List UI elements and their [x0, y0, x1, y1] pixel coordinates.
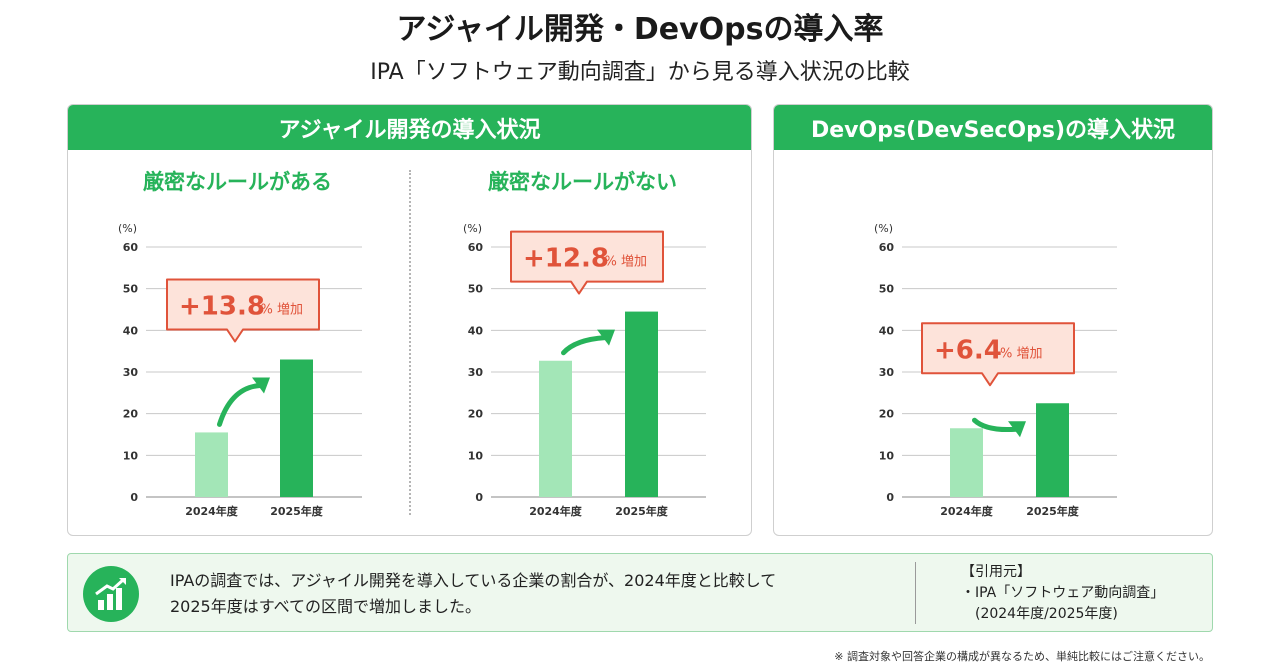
chart-1-y-unit-label: (%): [463, 222, 482, 235]
chart-1-callout-box: [510, 230, 664, 295]
chart-0-y-tick-label: 50: [123, 283, 139, 296]
chart-1-x-tick-label: 2024年度: [529, 504, 583, 518]
chart-2-y-tick-label: 40: [879, 324, 895, 337]
bar-chart-growth-icon: [83, 566, 139, 622]
chart-2-bar-1: [1036, 403, 1069, 497]
chart-2-x-tick-label: 2025年度: [1026, 504, 1080, 518]
chart-2-y-tick-label: 0: [886, 491, 894, 504]
chart-0-growth-arrow: [217, 383, 263, 427]
chart-1-callout-value: +12.8: [523, 244, 609, 274]
chart-2-growth-arrow-head: [1008, 421, 1026, 438]
chart-1-y-tick-label: 50: [468, 283, 484, 296]
chart-1-y-tick-label: 60: [468, 241, 484, 254]
chart-1-x-tick-label: 2025年度: [615, 504, 669, 518]
chart-1-bar-1: [625, 311, 658, 497]
chart-1-y-tick-label: 0: [475, 491, 483, 504]
chart-1-growth-arrow: [561, 335, 608, 356]
chart-2-y-tick-label: 20: [879, 408, 895, 421]
chart-2-growth-arrow: [972, 417, 1019, 433]
chart-2-y-unit-label: (%): [874, 222, 893, 235]
chart-1-y-tick-label: 10: [468, 449, 484, 462]
chart-2-callout-box: [921, 322, 1075, 387]
chart-2-y-tick-label: 60: [879, 241, 895, 254]
footer-separator: [915, 562, 916, 624]
chart-0-y-tick-label: 20: [123, 408, 139, 421]
chart-1-growth-arrow-head: [597, 329, 615, 346]
source-citation: 【引用元】 ・IPA「ソフトウェア動向調査」 (2024年度/2025年度): [961, 562, 1211, 625]
page-subtitle: IPA「ソフトウェア動向調査」から見る導入状況の比較: [370, 60, 910, 85]
chart-2-callout-value: +6.4: [934, 335, 1002, 365]
chart-0-y-tick-label: 0: [130, 491, 138, 504]
chart-0-y-tick-label: 30: [123, 366, 139, 379]
chart-0-y-tick-label: 60: [123, 241, 139, 254]
chart-1-callout-unit: % 増加: [605, 255, 648, 270]
chart-0-callout-box: [166, 278, 320, 343]
summary-line-1: IPAの調査では、アジャイル開発を導入している企業の割合が、2024年度と比較し…: [170, 571, 777, 590]
panel-divider: [409, 170, 411, 515]
chart-2-y-tick-label: 30: [879, 366, 895, 379]
chart-0-callout-value: +13.8: [179, 292, 265, 322]
source-line-2: (2024年度/2025年度): [975, 606, 1118, 622]
agile-panel-title: アジャイル開発の導入状況: [68, 105, 751, 150]
page-title: アジャイル開発・DevOpsの導入率: [396, 12, 884, 47]
chart-0-y-unit-label: (%): [118, 222, 137, 235]
chart-title-strict-rules: 厳密なルールがある: [143, 170, 332, 194]
chart-1-y-tick-label: 30: [468, 366, 484, 379]
chart-0-bar-1: [280, 359, 313, 497]
source-title: 【引用元】: [961, 564, 1031, 580]
summary-text: IPAの調査では、アジャイル開発を導入している企業の割合が、2024年度と比較し…: [170, 568, 890, 620]
chart-0-y-tick-label: 10: [123, 449, 139, 462]
chart-2-callout-unit: % 増加: [1000, 346, 1043, 361]
chart-2-y-tick-label: 10: [879, 449, 895, 462]
chart-2-x-tick-label: 2024年度: [940, 504, 994, 518]
chart-1-y-tick-label: 40: [468, 324, 484, 337]
devops-panel-title: DevOps(DevSecOps)の導入状況: [774, 105, 1212, 150]
disclaimer-note: ※ 調査対象や回答企業の構成が異なるため、単純比較にはご注意ください。: [834, 650, 1210, 663]
chart-1-y-tick-label: 20: [468, 408, 484, 421]
chart-0-bar-0: [195, 432, 228, 497]
chart-0-x-tick-label: 2024年度: [185, 504, 239, 518]
summary-line-2: 2025年度はすべての区間で増加しました。: [170, 597, 481, 616]
chart-0-x-tick-label: 2025年度: [270, 504, 324, 518]
chart-2-bar-0: [950, 428, 983, 497]
chart-0-callout-unit: % 増加: [261, 303, 304, 318]
source-line-1: ・IPA「ソフトウェア動向調査」: [961, 585, 1165, 601]
devops-panel: DevOps(DevSecOps)の導入状況: [773, 104, 1213, 536]
chart-title-no-strict-rules: 厳密なルールがない: [488, 170, 677, 194]
chart-0-y-tick-label: 40: [123, 324, 139, 337]
chart-1-bar-0: [539, 360, 572, 497]
chart-2-y-tick-label: 50: [879, 283, 895, 296]
chart-0-growth-arrow-head: [252, 377, 270, 394]
summary-box: IPAの調査では、アジャイル開発を導入している企業の割合が、2024年度と比較し…: [67, 553, 1213, 632]
